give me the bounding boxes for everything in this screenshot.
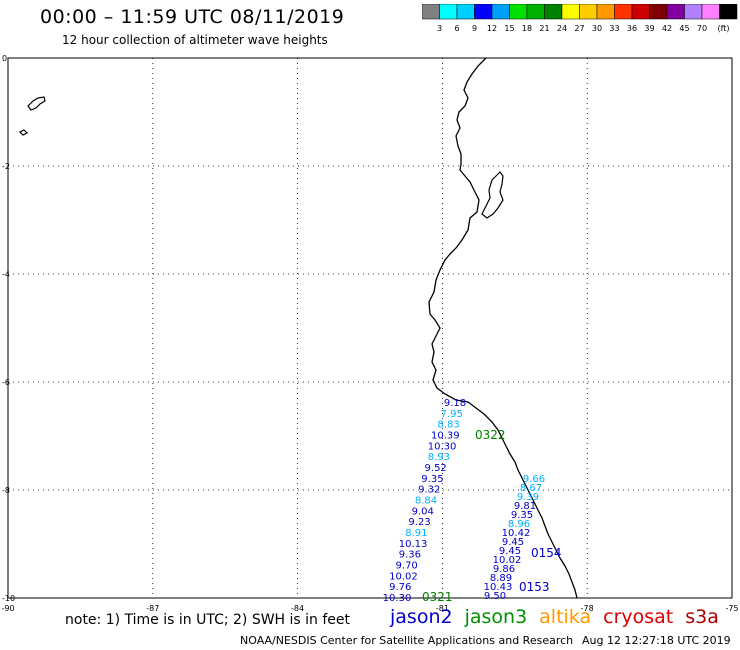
swh-label: 10.42 <box>502 528 531 539</box>
lon-tick-label: -81 <box>436 604 449 613</box>
colorbar-label: 15 <box>504 24 514 33</box>
lat-tick-label: 0 <box>2 54 7 63</box>
pass-time-label: 0321 <box>422 590 453 604</box>
swh-label: 9.70 <box>396 561 418 572</box>
lat-tick-label: -2 <box>2 162 10 171</box>
swh-label: 9.35 <box>511 510 533 521</box>
swh-label: 8.83 <box>437 420 459 431</box>
lat-tick-label: -10 <box>2 594 15 603</box>
colorbar-unit: (ft) <box>717 24 729 33</box>
swh-label: 9.52 <box>425 463 447 474</box>
pass-time-label: 0154 <box>531 546 562 560</box>
map-frame <box>7 57 733 599</box>
swh-label: 10.13 <box>399 539 428 550</box>
colorbar-swatch <box>719 4 738 20</box>
colorbar-label: 3 <box>437 24 442 33</box>
colorbar-label: 45 <box>679 24 689 33</box>
galapagos-islet <box>18 129 29 136</box>
note-text: note: 1) Time is in UTC; 2) SWH is in fe… <box>65 612 351 628</box>
swh-label: 9.23 <box>408 517 430 528</box>
swh-label: 10.02 <box>389 571 418 582</box>
swh-label: 9.50 <box>484 591 506 602</box>
swh-label: 8.84 <box>415 496 437 507</box>
guayaquil-gulf-island <box>481 171 504 219</box>
swh-label: 10.39 <box>431 431 460 442</box>
swh-label: 8.93 <box>428 452 450 463</box>
swh-label: 9.39 <box>517 492 539 503</box>
swh-label: 9.81 <box>514 501 536 512</box>
colorbar-label: 21 <box>539 24 549 33</box>
legend-altika: altika <box>539 606 592 628</box>
legend-cryosat: cryosat <box>603 606 674 628</box>
colorbar-label: 27 <box>574 24 584 33</box>
lon-tick-label: -78 <box>581 604 594 613</box>
swh-label: 8.96 <box>508 519 530 530</box>
chart-title: 00:00 – 11:59 UTC 08/11/2019 <box>40 6 345 28</box>
colorbar-label: 6 <box>454 24 459 33</box>
legend-s3a: s3a <box>685 606 719 628</box>
coastline-south-america <box>428 57 578 599</box>
legend-jason3: jason3 <box>464 606 528 628</box>
swh-label: 10.30 <box>383 593 412 604</box>
swh-label: 10.30 <box>428 441 457 452</box>
colorbar-label: 70 <box>697 24 707 33</box>
swh-label: 8.91 <box>405 528 427 539</box>
swh-label: 9.18 <box>444 398 466 409</box>
legend-jason2: jason2 <box>390 606 453 628</box>
lat-tick-label: -4 <box>2 270 10 279</box>
swh-label: 10.43 <box>484 582 513 593</box>
chart-subtitle: 12 hour collection of altimeter wave hei… <box>62 33 328 47</box>
swh-label: 9.45 <box>502 537 524 548</box>
swh-label: 8.89 <box>490 573 512 584</box>
altimeter-tracks: 9.187.958.8310.3910.308.939.529.359.328.… <box>383 398 562 604</box>
lon-tick-label: -87 <box>146 604 159 613</box>
colorbar-label: 42 <box>662 24 672 33</box>
pass-time-label: 0322 <box>475 428 506 442</box>
swh-label: 9.66 <box>523 474 545 485</box>
swh-label: 9.76 <box>389 582 411 593</box>
swh-label: 7.95 <box>441 409 463 420</box>
swh-label: 9.86 <box>493 564 515 575</box>
swh-label: 9.45 <box>499 546 521 557</box>
satellite-legend: jason2 jason3 altika cryosat s3a <box>390 606 731 628</box>
coastline <box>18 57 578 599</box>
colorbar-label: 39 <box>644 24 654 33</box>
generated-timestamp: Aug 12 12:27:18 UTC 2019 <box>582 634 731 647</box>
colorbar-label: 30 <box>592 24 602 33</box>
lon-tick-label: -84 <box>291 604 304 613</box>
colorbar-label: 36 <box>627 24 637 33</box>
color-legend: 3 6 9 12 15 18 21 24 27 30 33 36 39 42 45 70 (ft) <box>422 4 738 33</box>
lon-tick-label: -90 <box>1 604 14 613</box>
colorbar-label: 9 <box>472 24 477 33</box>
galapagos-island <box>27 96 46 111</box>
colorbar-label: 24 <box>557 24 567 33</box>
swh-label: 10.02 <box>493 555 522 566</box>
swh-label: 9.32 <box>418 485 440 496</box>
swh-label: 9.04 <box>412 506 434 517</box>
lat-tick-label: -6 <box>2 378 10 387</box>
credit-text: NOAA/NESDIS Center for Satellite Applica… <box>240 634 574 647</box>
pass-time-label: 0153 <box>519 580 550 594</box>
graticule: -90 -87 -84 -81 -78 -75 0 -2 -4 -6 -8 -10 <box>1 54 738 613</box>
swh-label: 8.67 <box>520 483 542 494</box>
swh-label: 9.35 <box>421 474 443 485</box>
colorbar-label: 12 <box>487 24 497 33</box>
swh-label: 9.36 <box>399 550 421 561</box>
colorbar-label: 18 <box>522 24 532 33</box>
lat-tick-label: -8 <box>2 486 10 495</box>
colorbar-label: 33 <box>609 24 619 33</box>
lon-tick-label: -75 <box>725 604 738 613</box>
